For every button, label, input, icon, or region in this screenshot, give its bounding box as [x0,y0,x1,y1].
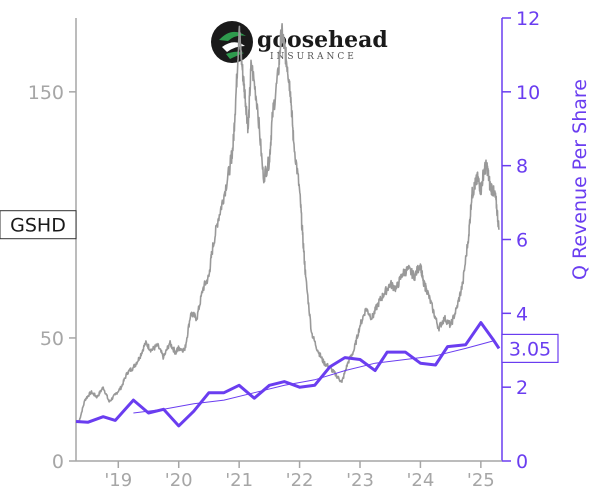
left-tick-label: 150 [28,82,64,104]
revenue-series-line [75,321,501,428]
ticker-tag: GSHD [0,210,77,240]
left-axis-ticks: 0 50 150 [28,82,76,473]
left-tick-label: 50 [40,328,64,350]
price-series-line [78,23,500,422]
last-value-tag: 3.05 [501,333,559,363]
x-tick-label: '23 [346,470,374,491]
x-tick-label: '24 [406,470,434,491]
x-tick-label: '25 [467,470,495,491]
x-tick-label: '20 [165,470,193,491]
right-tick-label: 2 [516,377,528,399]
x-tick-label: '22 [286,470,314,491]
right-tick-label: 12 [516,8,540,30]
ticker-tag-box [0,210,77,240]
right-axis-title: Q Revenue Per Share [569,79,591,280]
x-tick-label: '21 [225,470,253,491]
ticker-label: GSHD [10,215,66,237]
x-tick-label: '19 [104,470,132,491]
right-tick-label: 8 [516,156,528,178]
last-value-box [501,333,559,363]
right-tick-label: 0 [516,451,528,473]
revenue-trend-line [133,340,494,414]
logo-name: goosehead [257,27,388,53]
right-tick-label: 6 [516,230,528,252]
goosehead-g-icon [211,21,253,63]
goosehead-logo: goosehead INSURANCE [211,21,388,63]
logo-tagline: INSURANCE [270,52,357,62]
right-axis-ticks: 0 2 4 6 8 10 12 [502,8,540,473]
right-tick-label: 4 [516,303,528,325]
last-value-label: 3.05 [509,338,551,360]
left-tick-label: 0 [52,451,64,473]
right-tick-label: 10 [516,82,540,104]
x-axis-ticks: '19 '20 '21 '22 '23 '24 '25 [104,461,495,491]
